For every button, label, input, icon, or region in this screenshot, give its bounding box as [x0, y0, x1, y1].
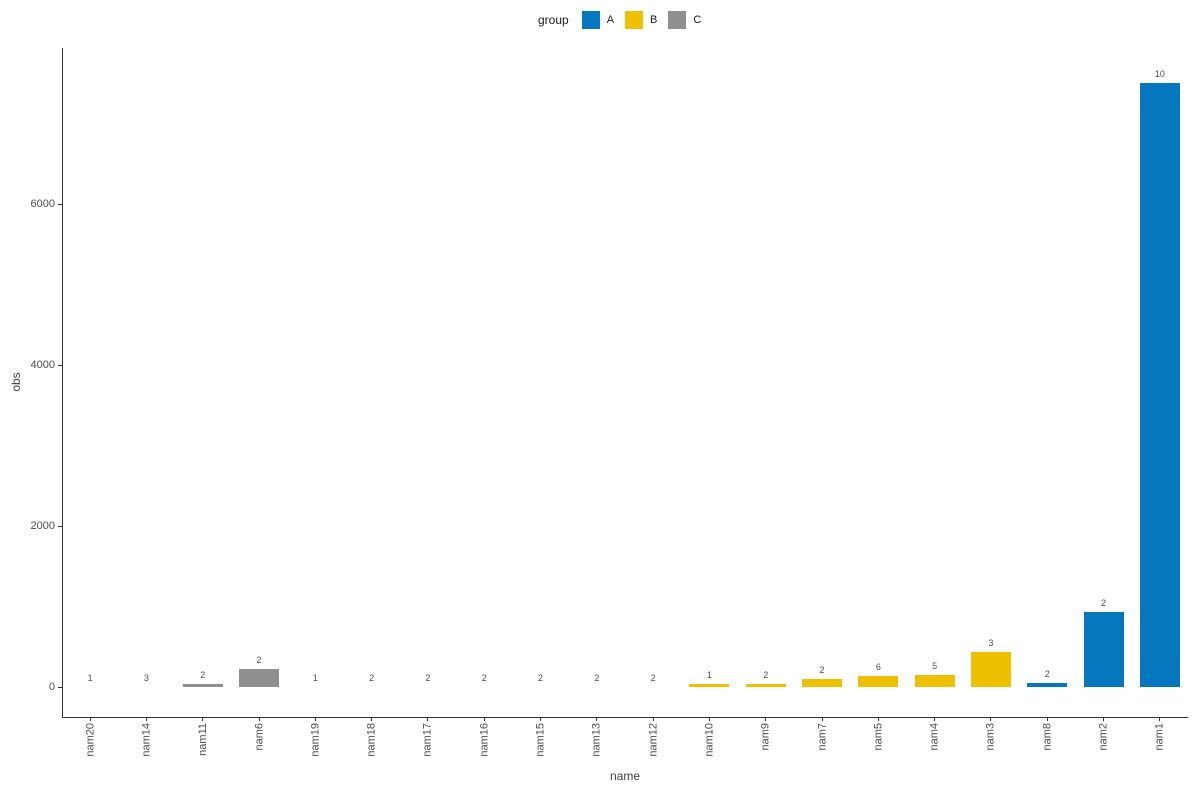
y-tick-mark — [58, 686, 62, 688]
chart-legend: group A B C — [538, 10, 701, 30]
x-tick-label-nam20: nam20 — [84, 723, 97, 757]
bar-nam4 — [914, 675, 955, 687]
y-axis-line — [62, 48, 63, 717]
x-tick-mark — [540, 717, 542, 721]
x-tick-label-nam12: nam12 — [647, 723, 660, 757]
x-tick-mark — [427, 717, 429, 721]
x-tick-label-nam18: nam18 — [365, 723, 378, 757]
x-axis-title: name — [609, 769, 641, 783]
bar-value-label-nam6: 2 — [256, 655, 262, 665]
x-tick-mark — [258, 717, 260, 721]
x-tick-mark — [877, 717, 879, 721]
x-tick-label-nam10: nam10 — [703, 723, 716, 757]
x-tick-label-nam1: nam1 — [1153, 723, 1166, 751]
bar-value-label-nam19: 1 — [312, 673, 318, 683]
bar-value-label-nam7: 2 — [819, 665, 825, 675]
x-tick-mark — [1046, 717, 1048, 721]
legend-title: group — [538, 13, 569, 27]
x-tick-label-nam11: nam11 — [196, 723, 209, 756]
y-tick-label: 6000 — [30, 198, 55, 210]
x-tick-label-nam19: nam19 — [309, 723, 322, 757]
legend-swatch-B — [625, 11, 644, 29]
y-tick-label: 2000 — [30, 520, 55, 532]
x-tick-mark — [202, 717, 204, 721]
bar-value-label-nam14: 3 — [143, 673, 149, 683]
x-tick-mark — [371, 717, 373, 721]
bar-value-label-nam10: 1 — [706, 670, 712, 680]
x-tick-label-nam5: nam5 — [872, 723, 885, 751]
bar-nam10 — [689, 684, 730, 687]
bar-nam2 — [1083, 612, 1124, 687]
bar-value-label-nam13: 2 — [594, 673, 600, 683]
y-tick-label: 4000 — [30, 359, 55, 371]
y-tick-label: 0 — [48, 681, 55, 693]
x-tick-label-nam6: nam6 — [253, 723, 266, 751]
bar-value-label-nam20: 1 — [87, 673, 93, 683]
bar-value-label-nam15: 2 — [538, 673, 544, 683]
legend-key-A: A — [581, 11, 615, 29]
bar-nam3 — [970, 652, 1011, 687]
bar-value-label-nam9: 2 — [763, 670, 769, 680]
x-tick-label-nam15: nam15 — [534, 723, 547, 757]
bar-nam5 — [858, 676, 899, 687]
y-axis-title: obs — [9, 372, 23, 392]
x-tick-label-nam13: nam13 — [590, 723, 603, 757]
bar-value-label-nam2: 2 — [1101, 598, 1107, 608]
x-tick-mark — [708, 717, 710, 721]
x-tick-mark — [990, 717, 992, 721]
legend-label-A: A — [606, 14, 615, 26]
x-tick-label-nam14: nam14 — [140, 723, 153, 757]
bar-nam6 — [239, 669, 280, 687]
legend-label-B: B — [650, 14, 658, 26]
bar-value-label-nam1: 10 — [1154, 69, 1165, 79]
bar-value-label-nam12: 2 — [650, 673, 656, 683]
bar-nam9 — [745, 684, 786, 687]
x-tick-label-nam9: nam9 — [759, 723, 772, 751]
x-tick-mark — [652, 717, 654, 721]
bar-value-label-nam17: 2 — [425, 673, 431, 683]
legend-key-C: C — [668, 11, 701, 29]
x-axis-line — [62, 717, 1188, 718]
bar-value-label-nam5: 6 — [875, 662, 881, 672]
x-tick-label-nam3: nam3 — [984, 723, 997, 751]
x-tick-label-nam7: nam7 — [816, 723, 829, 751]
x-tick-mark — [596, 717, 598, 721]
bar-value-label-nam4: 5 — [932, 661, 938, 671]
x-tick-mark — [821, 717, 823, 721]
x-tick-label-nam17: nam17 — [421, 723, 434, 757]
y-tick-mark — [58, 203, 62, 205]
x-tick-mark — [145, 717, 147, 721]
legend-swatch-C — [668, 11, 687, 29]
x-tick-label-nam2: nam2 — [1097, 723, 1110, 751]
bar-nam7 — [802, 679, 843, 687]
y-tick-mark — [58, 364, 62, 366]
bar-value-label-nam3: 3 — [988, 638, 994, 648]
y-tick-mark — [58, 525, 62, 527]
legend-label-C: C — [693, 14, 702, 26]
bar-value-label-nam8: 2 — [1044, 669, 1050, 679]
bar-nam8 — [1027, 683, 1068, 687]
x-tick-mark — [314, 717, 316, 721]
legend-swatch-A — [581, 11, 600, 29]
bar-value-label-nam16: 2 — [481, 673, 487, 683]
bar-nam11 — [182, 684, 223, 687]
x-tick-mark — [1159, 717, 1161, 721]
x-tick-mark — [765, 717, 767, 721]
legend-key-B: B — [625, 11, 657, 29]
bar-nam1 — [1139, 83, 1180, 687]
x-tick-label-nam8: nam8 — [1041, 723, 1054, 751]
bar-value-label-nam18: 2 — [369, 673, 375, 683]
x-tick-mark — [483, 717, 485, 721]
x-tick-mark — [1103, 717, 1105, 721]
x-tick-label-nam16: nam16 — [478, 723, 491, 757]
bar-value-label-nam11: 2 — [200, 670, 206, 680]
x-tick-mark — [89, 717, 91, 721]
x-tick-label-nam4: nam4 — [928, 723, 941, 751]
x-tick-mark — [934, 717, 936, 721]
